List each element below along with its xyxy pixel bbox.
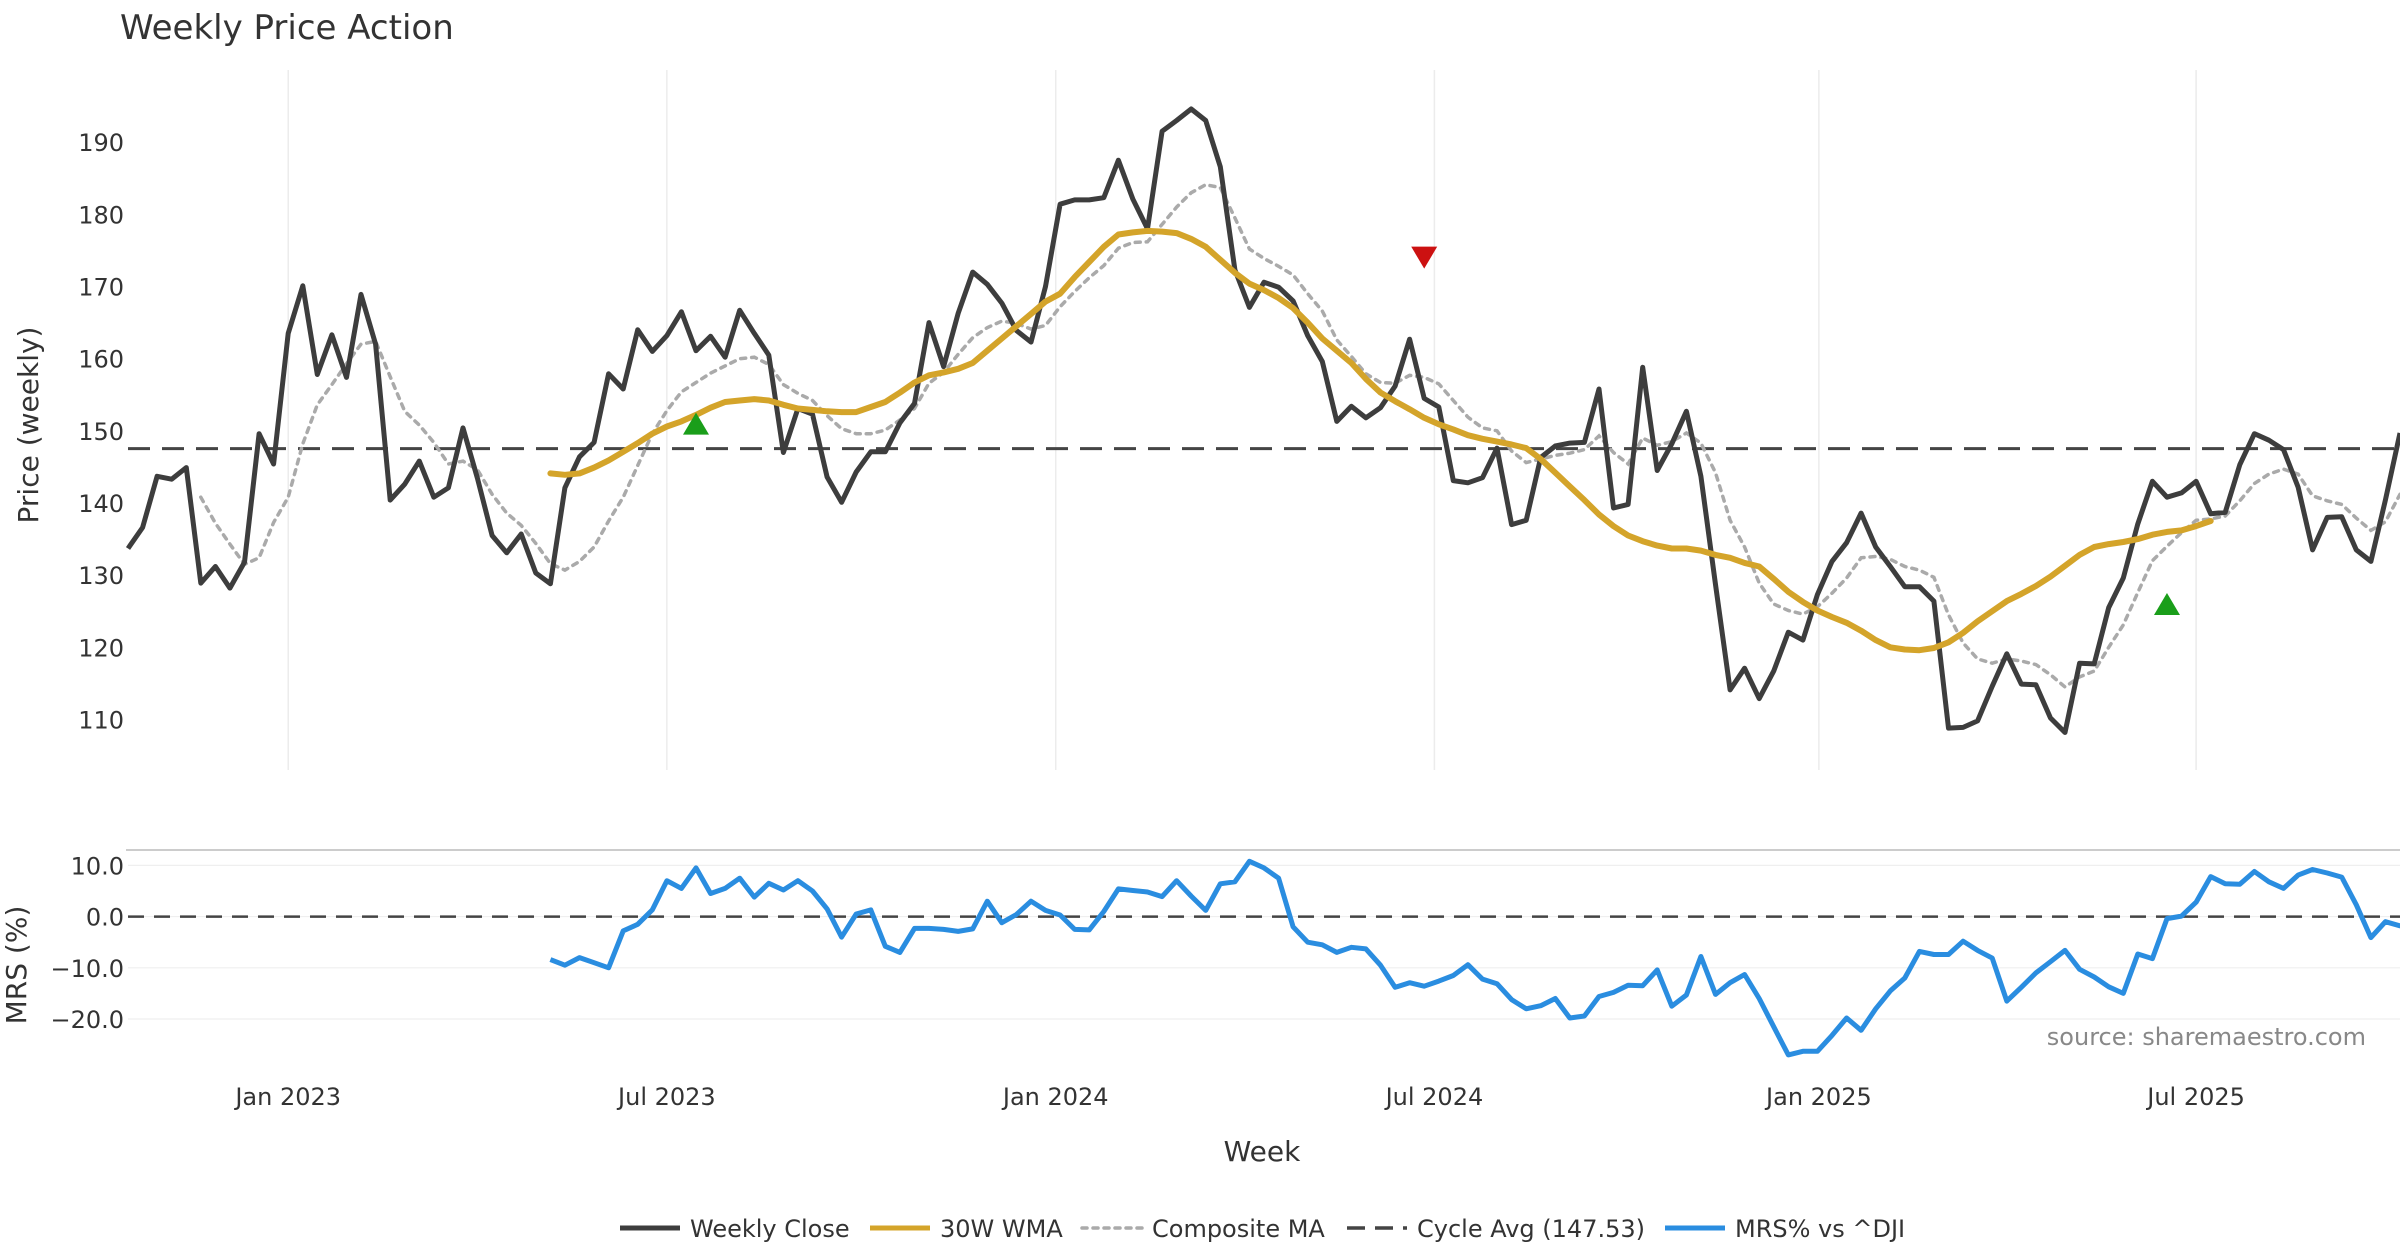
legend-label-2: Composite MA — [1152, 1215, 1325, 1243]
signal-markers — [683, 246, 2180, 616]
mrs-series — [128, 858, 2400, 1058]
price-y-ticks: 110 120 130 140 150 160 170 180 190 — [78, 129, 124, 734]
x-tick-0: Jan 2023 — [233, 1083, 341, 1111]
x-tick-4: Jan 2025 — [1764, 1083, 1872, 1111]
price-y-tick-3: 140 — [78, 490, 124, 518]
price-y-tick-4: 150 — [78, 418, 124, 446]
price-y-tick-2: 130 — [78, 562, 124, 590]
sell-signal-marker-1 — [1411, 246, 1438, 269]
legend-label-3: Cycle Avg (147.53) — [1417, 1215, 1645, 1243]
price-y-tick-7: 180 — [78, 201, 124, 229]
x-tick-1: Jul 2023 — [616, 1083, 716, 1111]
x-tick-3: Jul 2024 — [1384, 1083, 1484, 1111]
mrs-y-ticks: 10.0 0.0 −10.0 −20.0 — [50, 852, 124, 1034]
composite-ma-line — [199, 182, 2400, 690]
mrs-y-tick-1: 0.0 — [86, 904, 124, 932]
source-attribution: source: sharemaestro.com — [2047, 1023, 2366, 1051]
price-series — [125, 106, 2400, 735]
legend-label-4: MRS% vs ^DJI — [1735, 1215, 1905, 1243]
price-y-axis-label: Price (weekly) — [12, 327, 45, 524]
mrs-y-tick-3: −20.0 — [50, 1006, 124, 1034]
price-y-tick-0: 110 — [78, 706, 124, 734]
x-ticks: Jan 2023 Jul 2023 Jan 2024 Jul 2024 Jan 2025… — [233, 1083, 2245, 1111]
mrs-y-axis-label: MRS (%) — [0, 906, 33, 1025]
price-y-tick-1: 120 — [78, 634, 124, 662]
weekly-close-line — [125, 106, 2400, 735]
chart-title: Weekly Price Action — [120, 8, 454, 48]
legend-label-0: Weekly Close — [690, 1215, 850, 1243]
buy-signal-marker-0 — [683, 412, 709, 435]
mrs-line — [549, 858, 2400, 1058]
price-y-tick-5: 160 — [78, 346, 124, 374]
legend-label-1: 30W WMA — [940, 1215, 1063, 1243]
price-y-tick-6: 170 — [78, 273, 124, 301]
x-axis-label: Week — [1224, 1135, 1301, 1168]
price-y-tick-8: 190 — [78, 129, 124, 157]
mrs-y-tick-2: −10.0 — [50, 955, 124, 983]
x-tick-2: Jan 2024 — [1001, 1083, 1109, 1111]
x-tick-5: Jul 2025 — [2145, 1083, 2245, 1111]
mrs-y-tick-0: 10.0 — [71, 852, 124, 880]
wma-30w-line — [547, 227, 2214, 654]
legend: Weekly Close 30W WMA Composite MA Cycle Avg… — [620, 1215, 1905, 1243]
buy-signal-marker-2 — [2153, 593, 2180, 616]
